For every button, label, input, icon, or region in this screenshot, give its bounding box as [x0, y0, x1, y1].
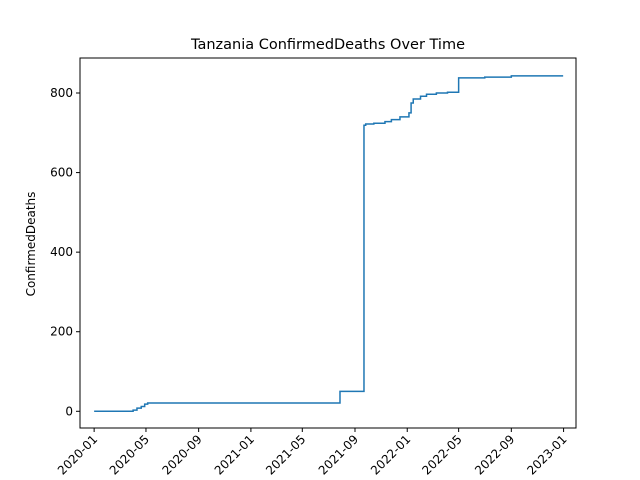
series-line [94, 75, 564, 413]
y-tick-label: 400 [50, 245, 73, 259]
plot-frame [79, 57, 577, 429]
x-tick-label: 2022-09 [472, 432, 517, 477]
x-tick-label: 2021-01 [212, 432, 257, 477]
x-tick-label: 2020-05 [107, 432, 152, 477]
x-tick-label: 2022-05 [419, 432, 464, 477]
chart-title: Tanzania ConfirmedDeaths Over Time [190, 37, 465, 53]
x-tick-label: 2023-01 [524, 432, 569, 477]
x-axis: 2020-01 2020-05 2020-09 2021-01 2021-05 2021-… [55, 428, 570, 478]
x-tick-label: 2020-09 [159, 432, 204, 477]
y-tick-label: 600 [50, 166, 73, 180]
y-tick-label: 800 [50, 86, 73, 100]
y-axis: 0 200 400 600 800 [50, 86, 80, 418]
x-tick-label: 2021-09 [316, 432, 361, 477]
y-axis-label: ConfirmedDeaths [24, 192, 38, 297]
x-tick-label: 2022-01 [368, 432, 413, 477]
x-tick-label: 2021-05 [263, 432, 308, 477]
plot-area [94, 75, 564, 413]
x-tick-label: 2020-01 [55, 432, 100, 477]
y-tick-label: 200 [50, 325, 73, 339]
y-tick-label: 0 [65, 404, 73, 418]
